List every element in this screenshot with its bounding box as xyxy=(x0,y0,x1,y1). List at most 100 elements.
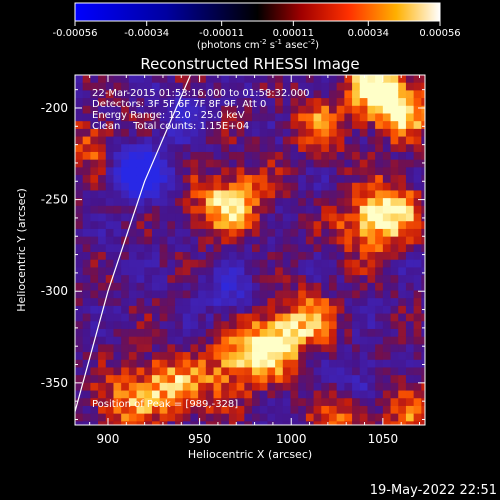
heatmap-cell xyxy=(167,98,176,107)
heatmap-cell xyxy=(398,213,407,222)
heatmap-cell xyxy=(182,82,192,91)
heatmap-cell xyxy=(82,82,91,91)
heatmap-cell xyxy=(244,113,253,122)
heatmap-cell xyxy=(367,405,376,415)
heatmap-cell xyxy=(352,413,361,422)
heatmap-cell xyxy=(198,82,207,91)
heatmap-cell xyxy=(221,190,230,199)
heatmap-cell xyxy=(244,267,253,276)
heatmap-cell xyxy=(421,90,425,99)
heatmap-cell xyxy=(305,144,315,153)
heatmap-cell xyxy=(298,321,307,330)
heatmap-cell xyxy=(144,413,153,422)
heatmap-cell xyxy=(167,282,176,292)
heatmap-cell xyxy=(75,282,84,292)
heatmap-cell xyxy=(213,182,222,192)
heatmap-cell xyxy=(259,151,269,161)
info-line-detectors: Detectors: 3F 5F 6F 7F 8F 9F, Att 0 xyxy=(92,99,266,110)
heatmap-cell xyxy=(398,221,407,230)
heatmap-cell xyxy=(198,159,207,168)
heatmap-cell xyxy=(144,175,153,184)
heatmap-cell xyxy=(121,259,130,269)
heatmap-cell xyxy=(105,359,115,369)
heatmap-cell xyxy=(305,198,315,207)
heatmap-cell xyxy=(105,121,115,130)
heatmap-cell xyxy=(198,352,207,361)
heatmap-cell xyxy=(382,82,392,91)
heatmap-cell xyxy=(282,398,292,407)
heatmap-cell xyxy=(128,90,138,99)
heatmap-cell xyxy=(252,282,261,292)
heatmap-cell xyxy=(144,90,153,99)
heatmap-cell xyxy=(144,75,153,84)
heatmap-cell xyxy=(128,267,138,276)
heatmap-cell xyxy=(267,252,276,261)
heatmap-cell xyxy=(352,213,361,222)
heatmap-cell xyxy=(136,228,145,238)
heatmap-cell xyxy=(151,136,161,145)
heatmap-cell xyxy=(213,175,222,184)
heatmap-cell xyxy=(352,282,361,292)
heatmap-cell xyxy=(359,298,369,307)
heatmap-cell xyxy=(151,75,161,84)
heatmap-cell xyxy=(144,236,153,245)
heatmap-cell xyxy=(267,298,276,307)
heatmap-cell xyxy=(336,252,345,261)
heatmap-cell xyxy=(321,128,330,138)
heatmap-cell xyxy=(128,321,138,330)
heatmap-cell xyxy=(190,128,199,138)
heatmap-cell xyxy=(151,375,161,384)
heatmap-cell xyxy=(413,98,422,107)
heatmap-cell xyxy=(90,298,99,307)
heatmap-cell xyxy=(244,75,253,84)
heatmap-cell xyxy=(282,328,292,338)
heatmap-cell xyxy=(398,344,407,353)
heatmap-cell xyxy=(221,313,230,322)
heatmap-cell xyxy=(313,375,322,384)
heatmap-cell xyxy=(228,252,238,261)
heatmap-cell xyxy=(359,259,369,269)
heatmap-cell xyxy=(113,390,122,399)
heatmap-cell xyxy=(90,136,99,145)
heatmap-cell xyxy=(375,275,384,284)
heatmap-cell xyxy=(336,175,345,184)
heatmap-cell xyxy=(267,151,276,161)
heatmap-cell xyxy=(90,421,99,425)
heatmap-cell xyxy=(282,182,292,192)
heatmap-cell xyxy=(213,198,222,207)
heatmap-cell xyxy=(205,213,215,222)
heatmap-cell xyxy=(382,413,392,422)
heatmap-cell xyxy=(75,421,84,425)
heatmap-cell xyxy=(82,359,91,369)
heatmap-cell xyxy=(236,113,245,122)
heatmap-cell xyxy=(75,336,84,345)
heatmap-cell xyxy=(90,236,99,245)
heatmap-cell xyxy=(375,121,384,130)
heatmap-cell xyxy=(90,413,99,422)
heatmap-cell xyxy=(267,75,276,84)
heatmap-cell xyxy=(144,290,153,299)
heatmap-cell xyxy=(236,182,245,192)
heatmap-cell xyxy=(113,359,122,369)
heatmap-cell xyxy=(405,290,415,299)
heatmap-cell xyxy=(175,190,184,199)
heatmap-cell xyxy=(144,352,153,361)
heatmap-cell xyxy=(367,136,376,145)
heatmap-cell xyxy=(144,105,153,115)
heatmap-cell xyxy=(290,275,299,284)
heatmap-cell xyxy=(375,128,384,138)
heatmap-cell xyxy=(352,205,361,215)
heatmap-cell xyxy=(298,282,307,292)
heatmap-cell xyxy=(105,298,115,307)
heatmap-cell xyxy=(175,298,184,307)
heatmap-cell xyxy=(205,352,215,361)
heatmap-cell xyxy=(336,182,345,192)
heatmap-cell xyxy=(352,421,361,425)
heatmap-cell xyxy=(175,267,184,276)
heatmap-cell xyxy=(221,205,230,215)
heatmap-cell xyxy=(221,144,230,153)
heatmap-cell xyxy=(167,344,176,353)
heatmap-cell xyxy=(267,190,276,199)
heatmap-cell xyxy=(244,298,253,307)
heatmap-cell xyxy=(305,121,315,130)
